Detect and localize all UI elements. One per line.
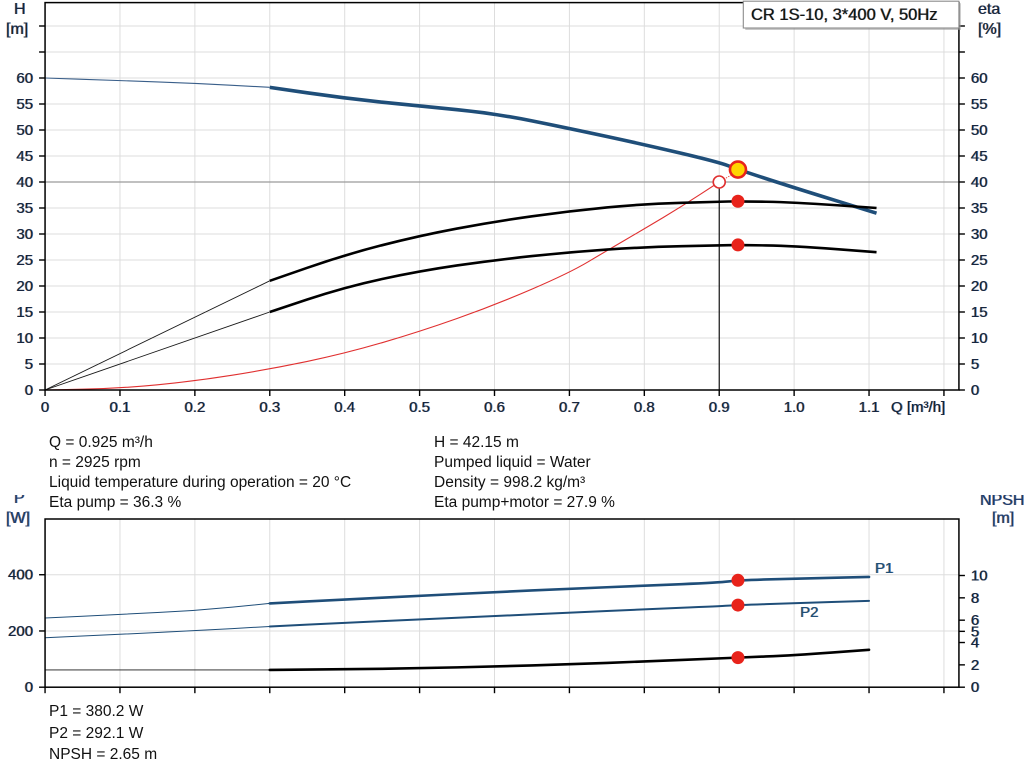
svg-text:0.3: 0.3 — [259, 399, 280, 416]
svg-text:35: 35 — [971, 200, 988, 217]
svg-text:P2: P2 — [800, 604, 818, 621]
svg-text:30: 30 — [16, 226, 33, 243]
svg-text:25: 25 — [16, 252, 33, 269]
svg-text:10: 10 — [16, 330, 33, 347]
svg-text:H: H — [14, 1, 26, 18]
svg-text:20: 20 — [16, 278, 33, 295]
svg-text:2: 2 — [971, 657, 979, 674]
svg-text:1.1: 1.1 — [859, 399, 880, 416]
svg-text:200: 200 — [8, 623, 33, 640]
svg-text:0.7: 0.7 — [559, 399, 580, 416]
svg-text:400: 400 — [8, 567, 33, 584]
svg-text:0: 0 — [971, 382, 979, 399]
svg-text:P1: P1 — [875, 560, 893, 577]
svg-text:30: 30 — [971, 226, 988, 243]
svg-text:10: 10 — [971, 330, 988, 347]
svg-text:35: 35 — [16, 200, 33, 217]
svg-text:55: 55 — [971, 96, 988, 113]
svg-text:[m]: [m] — [6, 21, 28, 38]
svg-text:[%]: [%] — [978, 21, 1001, 38]
svg-text:0: 0 — [971, 679, 979, 696]
svg-text:0.6: 0.6 — [484, 399, 505, 416]
svg-text:0.2: 0.2 — [184, 399, 205, 416]
svg-text:Q [m³/h]: Q [m³/h] — [891, 399, 945, 416]
svg-text:50: 50 — [16, 122, 33, 139]
svg-text:5: 5 — [25, 356, 33, 373]
svg-text:0.9: 0.9 — [709, 399, 730, 416]
svg-text:[W]: [W] — [6, 510, 30, 527]
svg-text:25: 25 — [971, 252, 988, 269]
svg-text:15: 15 — [971, 304, 988, 321]
svg-text:6: 6 — [971, 612, 979, 629]
svg-text:45: 45 — [16, 148, 33, 165]
svg-text:0.4: 0.4 — [334, 399, 355, 416]
svg-text:0: 0 — [41, 399, 49, 416]
svg-text:0: 0 — [25, 679, 33, 696]
svg-text:60: 60 — [971, 70, 988, 87]
svg-text:8: 8 — [971, 590, 979, 607]
svg-text:50: 50 — [971, 122, 988, 139]
svg-text:40: 40 — [16, 174, 33, 191]
svg-text:0.5: 0.5 — [409, 399, 430, 416]
svg-text:P: P — [14, 495, 25, 507]
svg-text:0: 0 — [25, 382, 33, 399]
svg-text:20: 20 — [971, 278, 988, 295]
svg-text:60: 60 — [16, 70, 33, 87]
svg-text:5: 5 — [971, 356, 979, 373]
svg-text:CR 1S-10, 3*400 V, 50Hz: CR 1S-10, 3*400 V, 50Hz — [751, 6, 938, 24]
svg-text:eta: eta — [978, 1, 1000, 18]
svg-text:0.8: 0.8 — [634, 399, 655, 416]
svg-text:10: 10 — [971, 568, 988, 585]
svg-text:0.1: 0.1 — [110, 399, 131, 416]
svg-text:NPSH: NPSH — [980, 495, 1024, 509]
svg-text:[m]: [m] — [992, 510, 1014, 527]
svg-text:15: 15 — [16, 304, 33, 321]
svg-text:1.0: 1.0 — [784, 399, 805, 416]
svg-text:45: 45 — [971, 148, 988, 165]
svg-text:40: 40 — [971, 174, 988, 191]
svg-text:55: 55 — [16, 96, 33, 113]
